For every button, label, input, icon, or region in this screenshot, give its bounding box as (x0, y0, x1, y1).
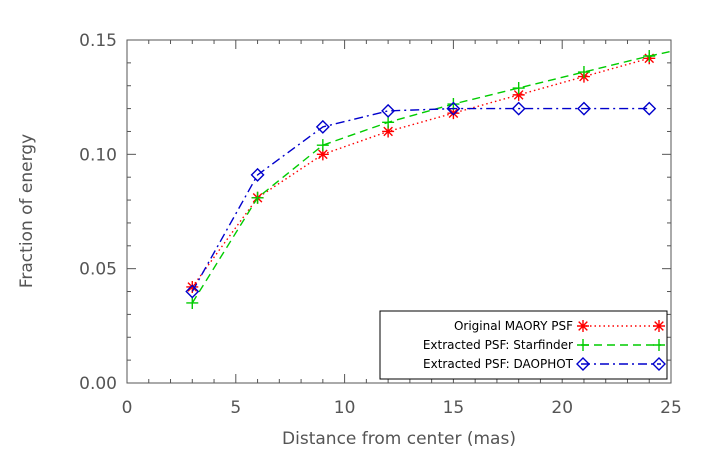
data-point (446, 101, 461, 116)
data-point (186, 296, 199, 309)
data-point (512, 88, 525, 101)
legend-box (379, 310, 668, 380)
plot-frame (126, 39, 672, 384)
legend: Original MAORY PSF Extracted PSF: Starfin… (379, 310, 668, 380)
legend-label: Original MAORY PSF (454, 319, 573, 333)
x-tick-label: 25 (660, 398, 682, 418)
data-point (642, 101, 657, 116)
series-line (191, 57, 650, 288)
data-point (382, 116, 395, 129)
data-point (447, 107, 460, 120)
series-line (191, 107, 650, 292)
data-point (577, 66, 590, 79)
data-point (315, 119, 330, 134)
legend-marker (576, 357, 590, 371)
data-point (186, 280, 199, 293)
y-tick-label: 0.10 (79, 145, 117, 165)
data-point (643, 50, 656, 63)
legend-label: Extracted PSF: DAOPHOT (423, 357, 574, 371)
axes: 0 5 10 15 20 25 0.00 0.05 0.10 0.15 (79, 31, 682, 418)
x-tick-label: 15 (443, 398, 465, 418)
data-point (251, 191, 264, 204)
x-tick-label: 0 (122, 398, 133, 418)
data-point (576, 101, 591, 116)
x-tick-label: 10 (334, 398, 356, 418)
data-point (381, 103, 396, 118)
legend-marker (577, 339, 589, 351)
data-point (185, 284, 200, 299)
series-3 (185, 101, 657, 299)
legend-marker (653, 339, 665, 351)
legend-marker (577, 320, 589, 332)
x-axis-label: Distance from center (mas) (282, 429, 516, 449)
y-tick-label: 0.05 (79, 260, 117, 280)
data-point (512, 82, 525, 95)
x-tick-label: 5 (230, 398, 241, 418)
y-axis-label: Fraction of energy (17, 134, 37, 288)
y-tick-label: 0.15 (79, 31, 117, 51)
x-tick-label: 20 (551, 398, 573, 418)
data-point (382, 125, 395, 138)
y-tick-label: 0.00 (79, 374, 117, 394)
data-point (250, 167, 265, 182)
legend-marker (653, 320, 665, 332)
legend-marker (652, 357, 666, 371)
legend-label: Extracted PSF: Starfinder (423, 338, 573, 352)
data-point (316, 148, 329, 161)
data-point (316, 139, 329, 152)
data-point (511, 101, 526, 116)
series-layer (185, 50, 671, 309)
series-2 (186, 50, 671, 309)
